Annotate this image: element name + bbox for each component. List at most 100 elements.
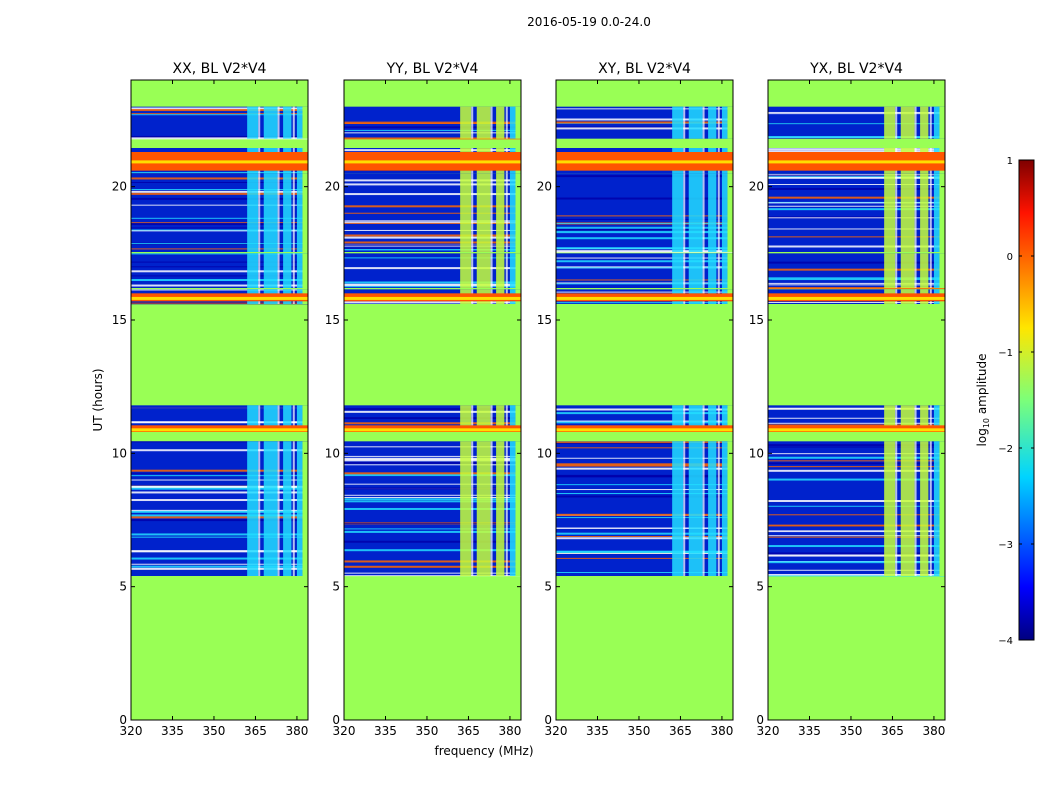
band-edge <box>302 441 308 576</box>
streak <box>131 289 308 291</box>
band-edge <box>515 253 521 288</box>
bright-channel <box>496 405 505 432</box>
streak <box>556 108 733 110</box>
bright-channel <box>496 253 505 288</box>
streak <box>344 560 521 563</box>
bright-channel <box>721 441 728 576</box>
streak <box>768 287 945 290</box>
y-tick-label: 5 <box>119 580 127 594</box>
bright-channel <box>247 253 259 288</box>
bright-channel <box>509 441 516 576</box>
bright-channel <box>721 253 728 288</box>
band-edge <box>939 253 945 288</box>
bright-channel <box>933 253 940 288</box>
streak <box>131 190 308 193</box>
x-tick-label: 380 <box>285 724 308 738</box>
streak <box>768 136 945 139</box>
streak <box>344 497 521 499</box>
streak <box>131 230 308 232</box>
bright-channel <box>283 106 292 139</box>
bright-channel <box>933 173 940 252</box>
streak <box>768 462 945 465</box>
streak <box>768 217 945 219</box>
x-tick-label: 380 <box>922 724 945 738</box>
streak <box>131 472 308 474</box>
streak <box>556 302 733 304</box>
panel-title: YY, BL V2*V4 <box>386 61 479 77</box>
channel-gap <box>914 405 917 432</box>
streak <box>556 463 733 466</box>
bright-channel <box>900 173 915 252</box>
streak <box>556 175 733 178</box>
bright-channel <box>476 253 491 288</box>
streak <box>556 247 733 250</box>
streak <box>131 182 308 184</box>
streak <box>556 228 733 231</box>
streak <box>768 183 945 185</box>
y-tick-label: 5 <box>332 580 340 594</box>
streak <box>556 495 733 498</box>
bright-channel <box>688 441 703 576</box>
bright-channel <box>509 173 516 252</box>
x-tick-label: 365 <box>244 724 267 738</box>
streak <box>344 257 521 259</box>
channel-gap <box>277 173 280 252</box>
streak <box>131 550 308 553</box>
band-edge <box>727 441 733 576</box>
streak <box>344 247 521 249</box>
channel-gap <box>292 441 295 576</box>
streak <box>344 301 521 304</box>
streak <box>131 421 308 424</box>
bright-channel <box>263 173 278 252</box>
channel-gap <box>702 405 705 432</box>
streak <box>344 461 521 464</box>
streak <box>344 487 521 490</box>
streak <box>131 109 308 112</box>
bright-channel <box>247 405 259 432</box>
channel-gap <box>258 173 261 252</box>
streak <box>556 442 733 444</box>
bright-channel <box>509 405 516 432</box>
channel-gap <box>717 106 720 139</box>
bright-channel <box>920 405 929 432</box>
channel-gap <box>505 106 508 139</box>
streak <box>131 275 308 277</box>
band-edge <box>939 441 945 576</box>
streak <box>768 422 945 424</box>
streak <box>768 196 945 199</box>
streak <box>131 491 308 494</box>
streak <box>556 257 733 259</box>
bright-channel <box>460 173 472 252</box>
channel-gap <box>471 253 474 288</box>
y-tick-label: 0 <box>544 713 552 727</box>
streak <box>131 229 308 231</box>
x-tick-label: 365 <box>881 724 904 738</box>
bright-channel <box>920 173 929 252</box>
channel-gap <box>895 173 898 252</box>
panel-1: XX, BL V2*V4 320 335 350 365 380 0 5 10 15 20 <box>112 61 309 738</box>
channel-gap <box>490 441 493 576</box>
streak <box>131 222 308 224</box>
channel-gap <box>490 173 493 252</box>
streak <box>344 286 521 288</box>
streak <box>556 532 733 535</box>
colorbar-tick-label: 0 <box>1007 252 1013 263</box>
rfi-band-core <box>556 296 733 300</box>
streak <box>131 279 308 282</box>
y-tick-label: 0 <box>119 713 127 727</box>
streak <box>344 205 521 208</box>
panel-image <box>344 80 521 720</box>
streak <box>768 245 945 248</box>
y-tick-label: 20 <box>112 180 127 194</box>
y-tick-label: 20 <box>325 180 340 194</box>
streak <box>344 123 521 125</box>
streak <box>768 500 945 503</box>
y-tick-label: 15 <box>112 313 127 327</box>
streak <box>768 524 945 526</box>
channel-gap <box>929 106 932 139</box>
streak <box>556 218 733 220</box>
streak <box>344 494 521 496</box>
streak <box>768 552 945 555</box>
channel-gap <box>929 173 932 252</box>
